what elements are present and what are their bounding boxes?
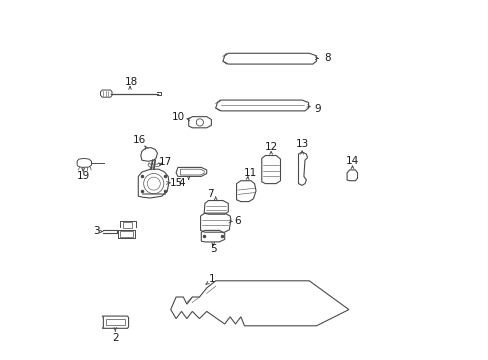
Text: 7: 7 (206, 189, 213, 199)
Text: 9: 9 (313, 104, 320, 114)
Text: 14: 14 (345, 156, 358, 166)
Text: 1: 1 (208, 274, 215, 284)
Text: 15: 15 (170, 178, 183, 188)
Text: 13: 13 (295, 139, 308, 149)
Text: 12: 12 (264, 142, 277, 152)
Text: 5: 5 (209, 244, 216, 254)
Text: 4: 4 (179, 177, 185, 188)
Text: 11: 11 (243, 168, 256, 178)
Text: 3: 3 (93, 226, 99, 237)
Text: 2: 2 (112, 333, 118, 343)
Text: 18: 18 (124, 77, 138, 87)
Text: 19: 19 (77, 171, 90, 181)
Text: 17: 17 (159, 157, 172, 167)
Text: 10: 10 (171, 112, 184, 122)
Text: 6: 6 (234, 216, 240, 226)
Text: 16: 16 (132, 135, 146, 145)
Text: 8: 8 (324, 53, 330, 63)
